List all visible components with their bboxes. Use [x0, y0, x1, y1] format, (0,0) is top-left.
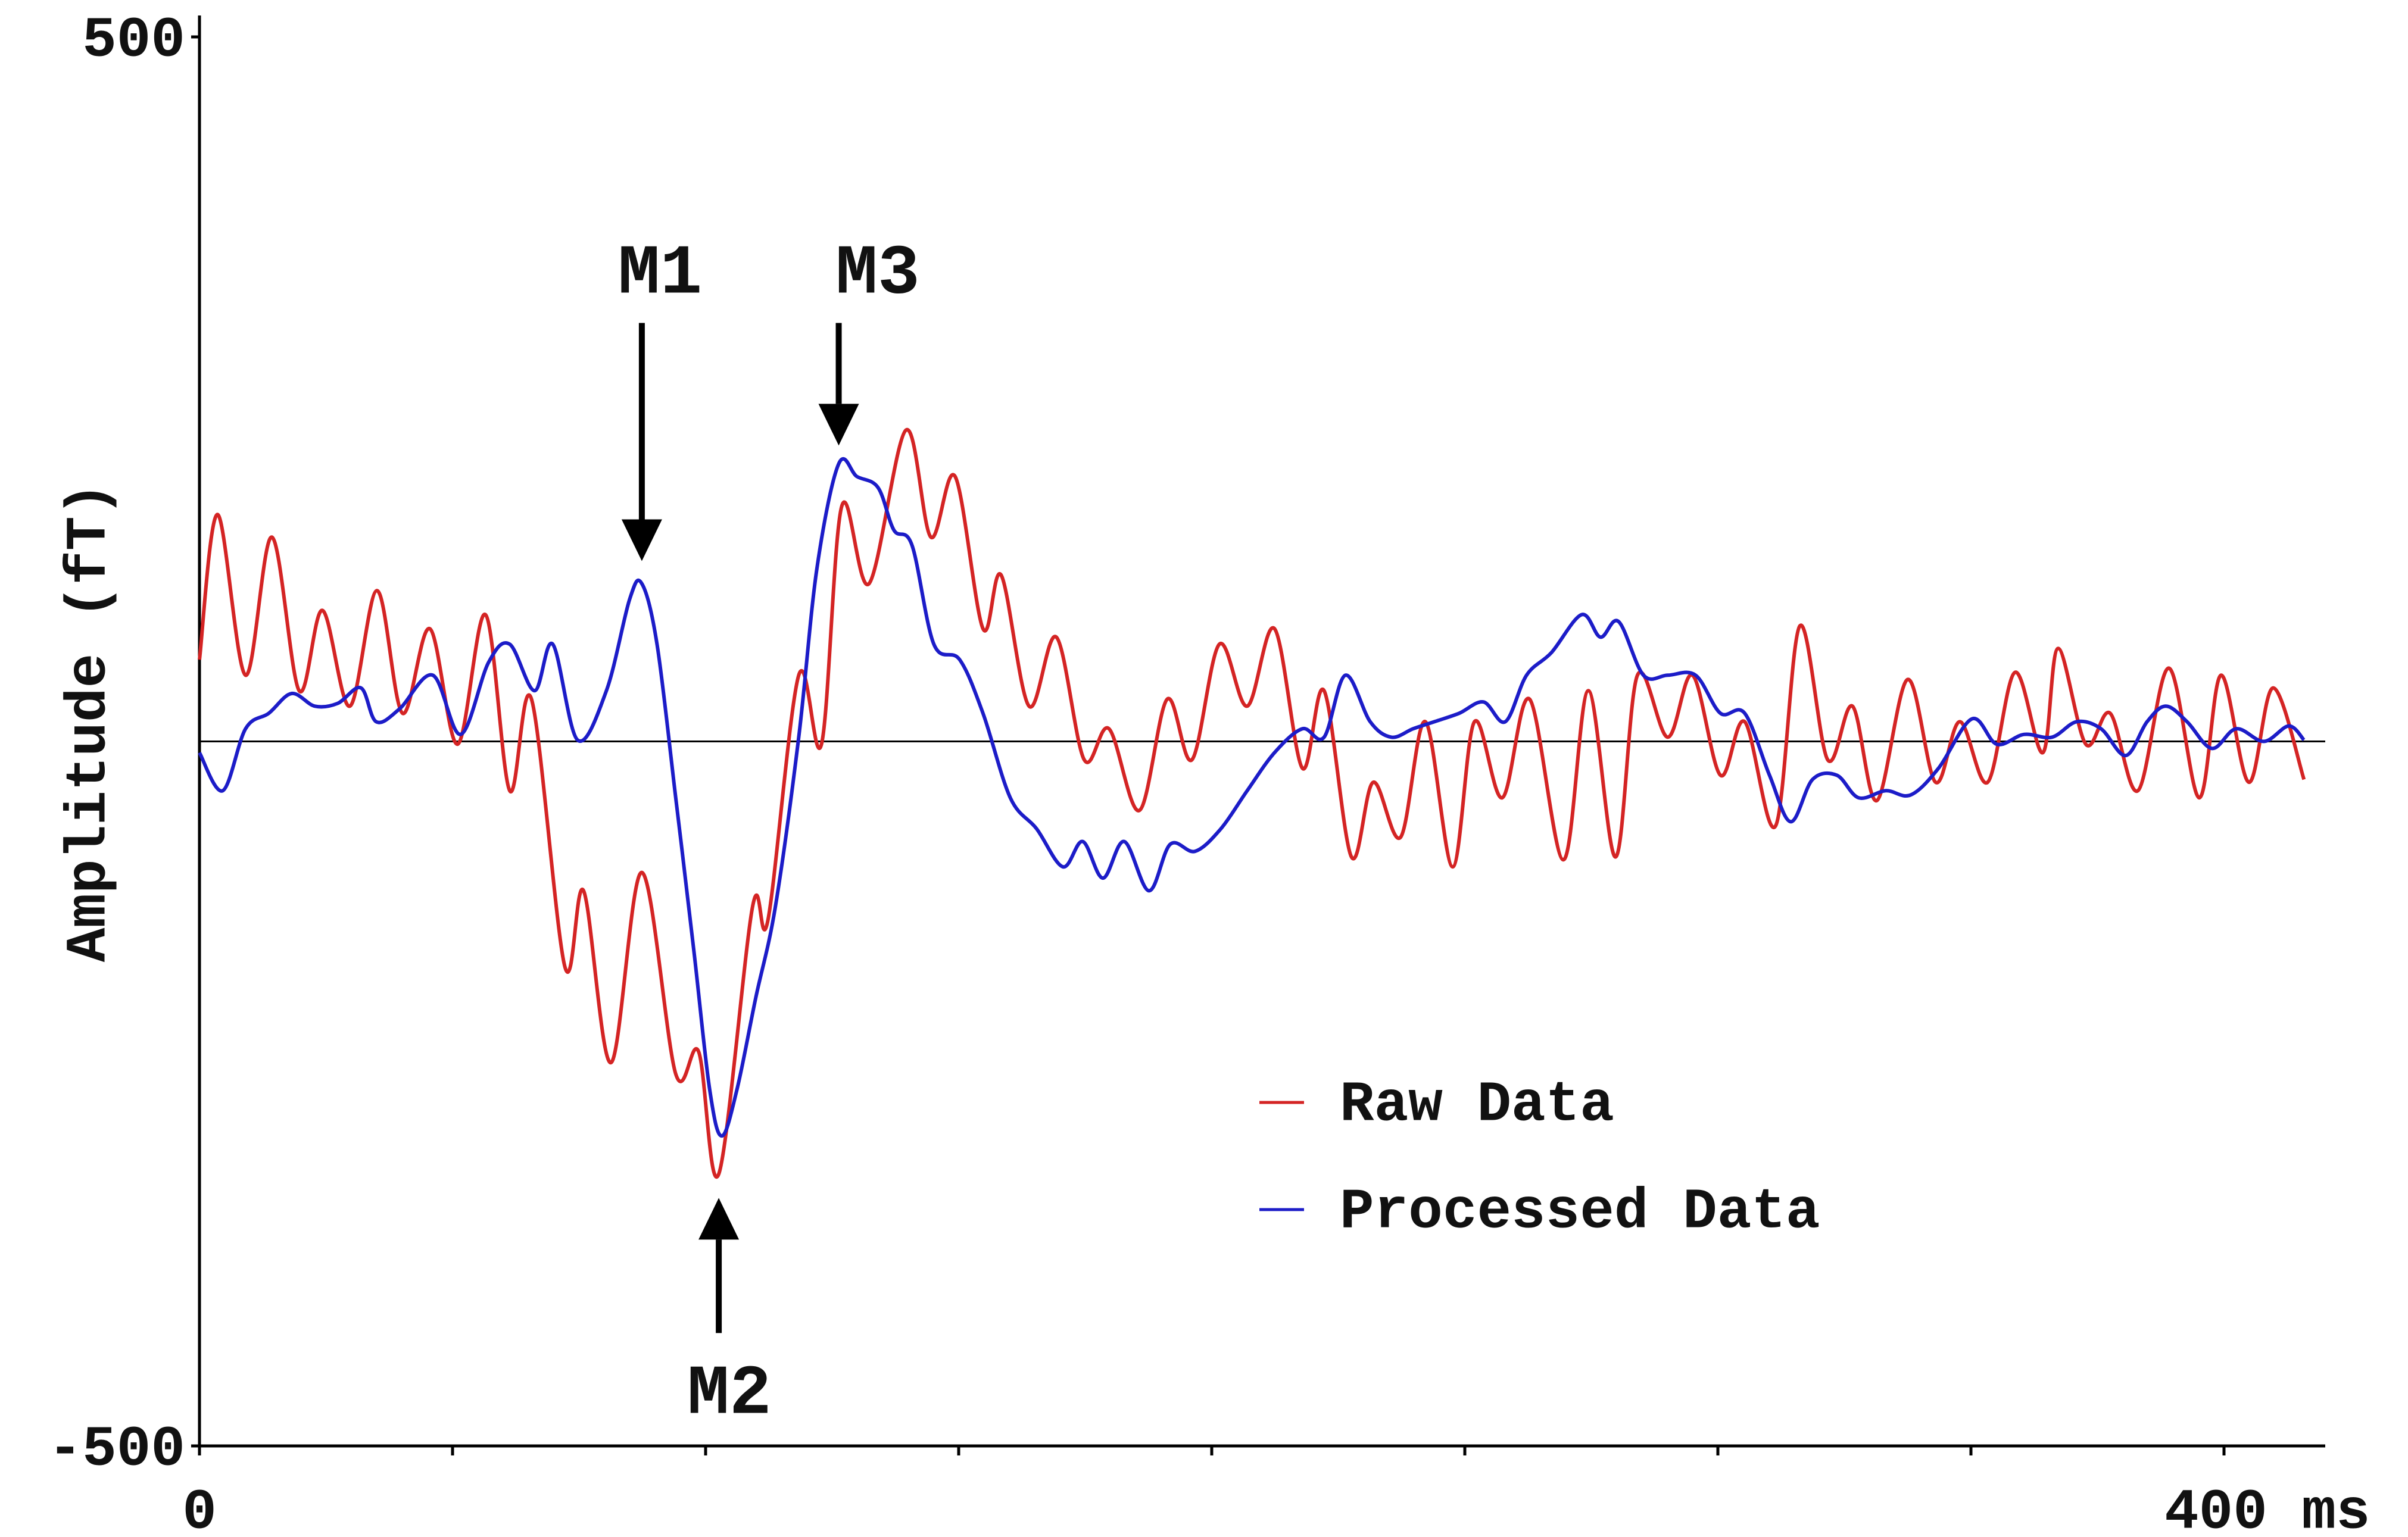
- x-tick-label: 400 ms: [2164, 1480, 2370, 1537]
- annotation-label: M1: [618, 235, 703, 314]
- annotation-arrowhead: [621, 519, 662, 561]
- y-tick-label: 500: [82, 8, 185, 73]
- annotation-label: M3: [835, 235, 920, 314]
- y-tick-label: -500: [48, 1417, 185, 1482]
- annotation-arrowhead: [698, 1198, 740, 1240]
- legend-label: Raw Data: [1340, 1072, 1614, 1137]
- y-axis-label: Amplitude (fT): [57, 482, 121, 963]
- annotation-arrowhead: [818, 404, 859, 446]
- annotation-label: M2: [687, 1355, 772, 1434]
- x-tick-label: 0: [182, 1480, 217, 1537]
- legend-label: Processed Data: [1340, 1179, 1820, 1244]
- data-line: [198, 428, 2306, 1179]
- data-line: [198, 457, 2306, 1138]
